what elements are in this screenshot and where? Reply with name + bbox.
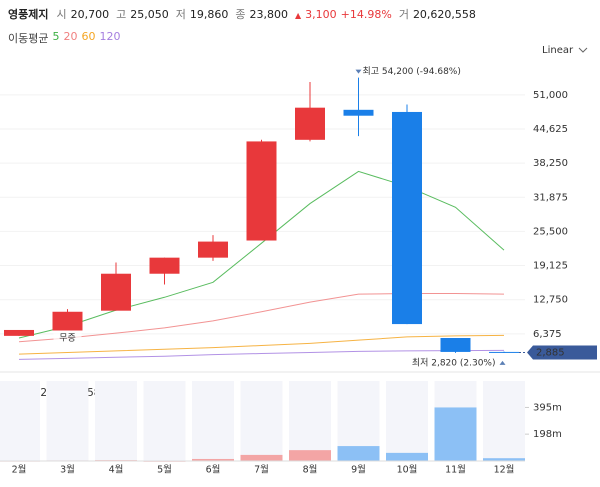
candle-body (198, 241, 228, 258)
stock-name: 영풍제지 (8, 8, 49, 21)
volume-column-bg (386, 381, 428, 461)
candle-body (343, 109, 374, 116)
volume-bar (434, 407, 477, 461)
legend-entry: 120 (99, 30, 121, 43)
min-annotation: 최저 2,820 (2.30%) (412, 357, 496, 368)
value: 25,050 (130, 8, 169, 21)
last-price-label: 2,885 (536, 348, 565, 359)
x-tick-label: 4월 (109, 464, 124, 476)
ma-legend: 이동평균 5 20 60 120 (8, 30, 120, 46)
last-price-tag (527, 345, 597, 360)
y2-tick-label: 198m (533, 429, 562, 440)
candle-body (101, 273, 131, 311)
x-tick-label: 10월 (397, 464, 418, 476)
candle-body (489, 351, 519, 353)
label: 시 (56, 8, 67, 21)
volume-bar (483, 458, 525, 461)
ma-line (18, 334, 505, 355)
y-tick-label: 31,875 (533, 192, 568, 203)
x-tick-label: 8월 (303, 464, 318, 476)
dropdown-icon (578, 47, 588, 53)
legend-entry: 20 (63, 30, 78, 43)
y-tick-label: 38,250 (533, 158, 568, 169)
price-header: 영풍제지 시 20,700 고 25,050 저 19,860 종 23,800… (8, 6, 479, 22)
scale-mode: Linear (542, 45, 574, 56)
volume-column-bg (46, 381, 89, 461)
value: 20,700 (70, 8, 110, 21)
volume-column-bg (0, 381, 40, 461)
candle-body (246, 141, 277, 241)
volume-column-bg (192, 381, 234, 461)
candle-body (392, 111, 422, 325)
y-tick-label: 51,000 (533, 90, 568, 101)
label: 종 (235, 8, 246, 21)
x-tick-label: 2월 (12, 464, 27, 476)
change-arrow: ▲ (294, 11, 302, 20)
y-tick-label: 6,375 (533, 329, 562, 340)
y-tick-label: 44,625 (533, 124, 568, 135)
volume-column-bg (143, 381, 186, 461)
volume-bar (337, 446, 380, 461)
x-tick-label: 3월 (60, 464, 75, 476)
label: 저 (175, 8, 186, 21)
legend-entry: 5 (52, 30, 60, 43)
max-annotation: 최고 54,200 (-94.68%) (363, 66, 461, 77)
event-box (53, 332, 82, 344)
candle-body (295, 107, 325, 140)
x-tick-label: 12월 (494, 464, 515, 476)
volume-bar (192, 458, 234, 461)
x-tick-label: 7월 (254, 464, 269, 476)
event-label: 무증 (59, 333, 76, 344)
x-tick-label: 9월 (351, 464, 366, 476)
legend-entry: 60 (81, 30, 96, 43)
x-tick-label: 11월 (445, 464, 466, 476)
value: 23,800 (249, 8, 288, 21)
volume-column-bg (483, 381, 525, 461)
ma-line (18, 170, 505, 339)
min-arrow (499, 360, 506, 365)
volume-column-bg (95, 381, 137, 461)
candle-body (149, 257, 180, 274)
change-pct: +14.98% (340, 8, 392, 21)
candle-body (440, 338, 471, 352)
candle-body (4, 329, 34, 336)
volume-column-bg (240, 381, 283, 461)
label: 고 (116, 8, 127, 21)
y2-tick-label: 395m (533, 402, 562, 413)
x-tick-label: 6월 (206, 464, 221, 476)
value: 19,860 (189, 8, 229, 21)
value: 20,620,558 (412, 8, 476, 21)
y-tick-label: 19,125 (533, 261, 568, 272)
label: 거 (398, 8, 409, 21)
candle-body (52, 311, 83, 331)
volume-bar (289, 450, 331, 461)
volume-bar (240, 454, 283, 461)
volume-bar (386, 452, 428, 461)
ma-line (18, 293, 505, 343)
change: 3,100 (305, 8, 337, 21)
y-tick-label: 12,750 (533, 295, 568, 306)
max-arrow (355, 69, 362, 74)
ma-line (18, 349, 505, 360)
x-tick-label: 5월 (157, 464, 172, 476)
y-tick-label: 25,500 (533, 226, 568, 237)
ma-title: 이동평균 (8, 32, 49, 45)
volume-column-bg (289, 381, 331, 461)
